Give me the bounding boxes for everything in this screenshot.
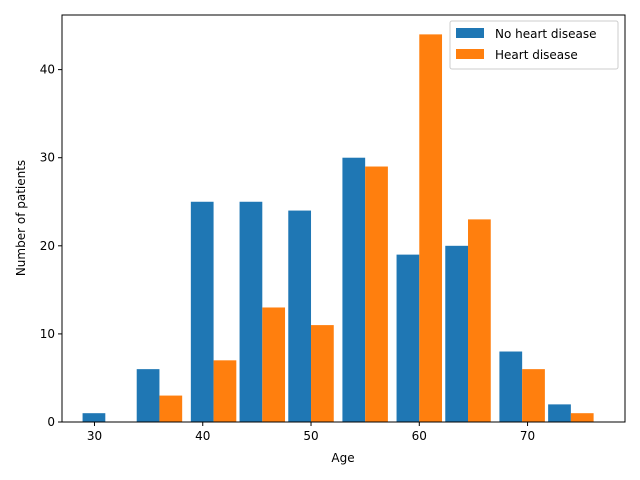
- x-axis-ticks: 30 40 50 60 70: [87, 422, 535, 443]
- legend-label-heart-disease: Heart disease: [495, 48, 578, 62]
- bar-no-heart-disease-4: [288, 210, 312, 422]
- y-tick-label: 0: [47, 415, 55, 429]
- x-tick-label: 30: [87, 429, 102, 443]
- bar-no-heart-disease-3: [239, 201, 263, 422]
- legend-box: [449, 20, 619, 70]
- legend: No heart disease Heart disease: [449, 20, 619, 70]
- bar-no-heart-disease-9: [548, 404, 571, 422]
- bar-no-heart-disease-1: [136, 369, 160, 422]
- bar-heart-disease-5: [365, 166, 388, 422]
- y-axis-label: Number of patients: [14, 160, 28, 276]
- bar-heart-disease-6: [419, 34, 443, 422]
- y-axis-ticks: 0 10 20 30 40: [40, 63, 62, 429]
- bar-no-heart-disease-8: [499, 351, 523, 422]
- bar-heart-disease-9: [570, 413, 594, 422]
- x-axis-label: Age: [331, 451, 354, 465]
- y-tick-label: 10: [40, 327, 55, 341]
- bar-heart-disease-2: [213, 360, 237, 422]
- x-tick-label: 60: [412, 429, 427, 443]
- bar-no-heart-disease-2: [190, 201, 214, 422]
- x-tick-label: 70: [520, 429, 535, 443]
- legend-label-no-heart-disease: No heart disease: [495, 27, 597, 41]
- bar-no-heart-disease-7: [445, 245, 469, 422]
- bar-heart-disease-8: [522, 369, 545, 422]
- legend-swatch-no-heart-disease: [456, 28, 484, 38]
- y-tick-label: 30: [40, 151, 55, 165]
- bar-heart-disease-7: [468, 219, 491, 422]
- x-tick-label: 40: [195, 429, 210, 443]
- plot-frame: [61, 14, 626, 423]
- bars: [82, 34, 594, 422]
- x-tick-label: 50: [303, 429, 318, 443]
- bar-no-heart-disease-0: [82, 413, 106, 422]
- y-tick-label: 40: [40, 63, 55, 77]
- bar-no-heart-disease-5: [342, 157, 366, 422]
- bar-heart-disease-1: [159, 395, 183, 422]
- bar-heart-disease-4: [311, 325, 334, 422]
- legend-swatch-heart-disease: [456, 49, 484, 59]
- y-tick-label: 20: [40, 239, 55, 253]
- bar-heart-disease-3: [262, 307, 286, 422]
- bar-no-heart-disease-6: [396, 254, 420, 422]
